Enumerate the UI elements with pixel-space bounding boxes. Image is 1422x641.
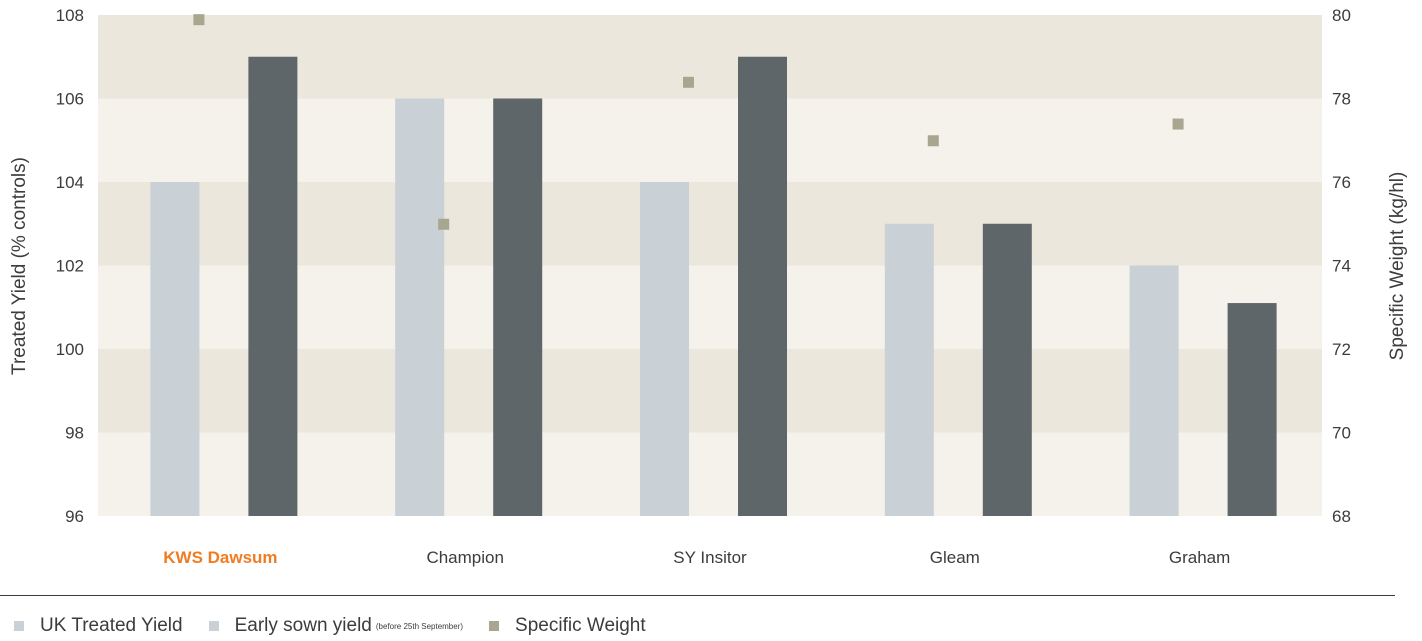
- right-tick-label: 78: [1332, 90, 1351, 109]
- right-axis-ticks: 68 70 72 74 76 78 80: [1332, 6, 1351, 526]
- specific-weight-markers: [193, 14, 1184, 230]
- bar-early-sown-yield: [1227, 303, 1277, 516]
- legend-item-specific-weight: Specific Weight: [485, 615, 646, 637]
- legend-item-early-sown-yield: Early sown yield (before 25th September): [205, 615, 463, 637]
- bar-uk-treated-yield: [884, 223, 934, 516]
- bar-early-sown-yield: [982, 223, 1032, 516]
- right-tick-label: 74: [1332, 257, 1351, 276]
- category-labels: KWS Dawsum Champion SY Insitor Gleam Graham: [163, 548, 1230, 567]
- background-band: [98, 15, 1322, 99]
- right-tick-label: 76: [1332, 173, 1351, 192]
- specific-weight-point: [193, 14, 205, 26]
- legend-swatch-icon: [489, 621, 500, 631]
- legend-label: UK Treated Yield: [40, 615, 183, 636]
- legend-item-uk-treated-yield: UK Treated Yield: [10, 615, 183, 637]
- background-bands: [98, 15, 1322, 516]
- right-tick-label: 72: [1332, 340, 1351, 359]
- left-axis-ticks: 96 98 100 102 104 106 108: [56, 6, 84, 526]
- category-label: KWS Dawsum: [163, 548, 277, 567]
- background-band: [98, 432, 1322, 516]
- bar-early-sown-yield: [493, 98, 543, 516]
- right-tick-label: 70: [1332, 424, 1351, 443]
- bar-early-sown-yield: [738, 56, 787, 516]
- bar-uk-treated-yield: [395, 98, 445, 516]
- background-band: [98, 265, 1322, 349]
- specific-weight-point: [438, 218, 450, 230]
- category-label: Champion: [426, 548, 504, 567]
- legend-note: (before 25th September): [375, 621, 464, 631]
- bars: [150, 56, 1277, 516]
- left-tick-label: 102: [56, 257, 84, 276]
- bar-uk-treated-yield: [1129, 265, 1179, 516]
- legend-swatch-icon: [14, 621, 24, 631]
- left-tick-label: 100: [56, 340, 84, 359]
- left-tick-label: 106: [56, 90, 84, 109]
- left-tick-label: 108: [56, 6, 84, 25]
- left-axis-title: Treated Yield (% controls): [9, 157, 30, 375]
- right-tick-label: 80: [1332, 6, 1351, 25]
- legend: UK Treated Yield Early sown yield (befor…: [10, 614, 668, 638]
- legend-divider: [0, 595, 1395, 596]
- bar-early-sown-yield: [248, 56, 298, 516]
- left-tick-label: 104: [56, 173, 84, 192]
- legend-label: Specific Weight: [515, 615, 646, 636]
- background-band: [98, 349, 1322, 433]
- category-label: SY Insitor: [673, 548, 747, 567]
- specific-weight-point: [927, 135, 939, 147]
- right-axis-title: Specific Weight (kg/hl): [1387, 172, 1408, 361]
- bar-uk-treated-yield: [640, 182, 689, 516]
- right-tick-label: 68: [1332, 507, 1351, 526]
- category-label: Gleam: [930, 548, 980, 567]
- specific-weight-point: [1172, 118, 1184, 130]
- background-band: [98, 182, 1322, 266]
- legend-label: Early sown yield: [234, 615, 372, 636]
- specific-weight-point: [683, 76, 694, 88]
- left-tick-label: 98: [65, 424, 84, 443]
- bar-uk-treated-yield: [150, 182, 200, 516]
- left-tick-label: 96: [65, 507, 84, 526]
- background-band: [98, 98, 1322, 182]
- legend-swatch-icon: [208, 621, 219, 631]
- category-label: Graham: [1169, 548, 1230, 567]
